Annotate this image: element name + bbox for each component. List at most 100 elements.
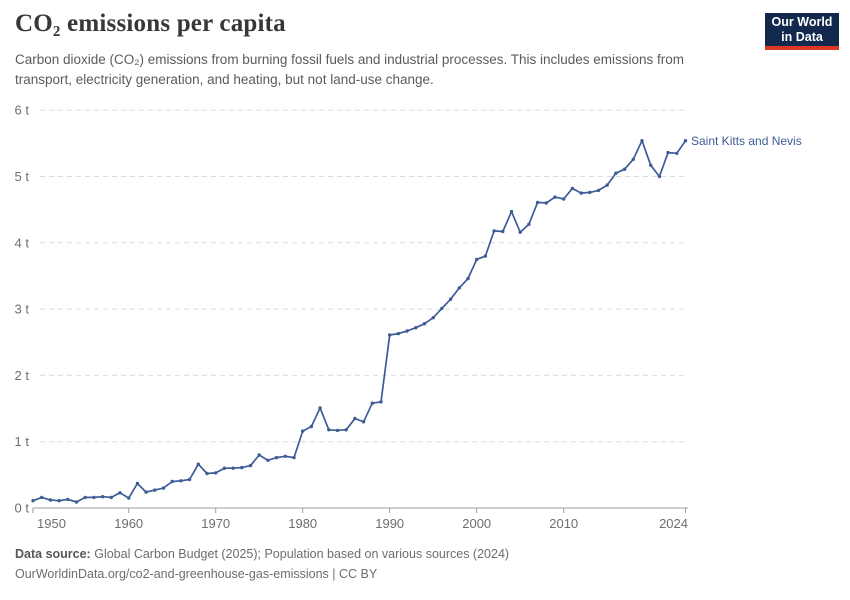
data-point[interactable] bbox=[109, 495, 114, 500]
data-point[interactable] bbox=[127, 496, 131, 500]
y-tick-label: 5 t bbox=[15, 169, 30, 184]
data-points[interactable] bbox=[31, 139, 688, 504]
x-tick-label: 1970 bbox=[201, 516, 230, 531]
x-tick-label: 1950 bbox=[37, 516, 66, 531]
footer-link[interactable]: OurWorldinData.org/co2-and-greenhouse-ga… bbox=[15, 567, 378, 581]
y-tick-label: 1 t bbox=[15, 434, 30, 449]
data-point[interactable] bbox=[240, 465, 244, 470]
data-point[interactable] bbox=[553, 195, 557, 199]
data-line[interactable] bbox=[32, 139, 687, 503]
data-point[interactable] bbox=[675, 151, 679, 155]
data-point[interactable] bbox=[335, 428, 340, 433]
data-point[interactable] bbox=[170, 479, 174, 484]
x-tick-label: 2010 bbox=[549, 516, 578, 531]
emissions-line-chart[interactable]: 0 t1 t2 t3 t4 t5 t6 t 1950 1960 1970 1980 19… bbox=[0, 0, 850, 540]
data-point[interactable] bbox=[483, 254, 488, 258]
owid-logo[interactable]: Our World in Data bbox=[765, 13, 839, 50]
data-point[interactable] bbox=[327, 428, 331, 432]
data-point[interactable] bbox=[344, 428, 348, 432]
data-point[interactable] bbox=[318, 406, 322, 410]
data-point[interactable] bbox=[562, 197, 566, 201]
data-point[interactable] bbox=[570, 186, 575, 191]
data-point[interactable] bbox=[257, 453, 261, 457]
data-source-line: Data source: Global Carbon Budget (2025)… bbox=[15, 544, 509, 564]
data-point[interactable] bbox=[205, 471, 209, 476]
data-point[interactable] bbox=[588, 190, 592, 195]
owid-logo-line2: in Data bbox=[781, 29, 823, 44]
data-point[interactable] bbox=[666, 150, 670, 155]
data-point[interactable] bbox=[596, 188, 601, 193]
data-point[interactable] bbox=[231, 466, 235, 470]
data-point[interactable] bbox=[614, 171, 618, 175]
data-point[interactable] bbox=[274, 455, 279, 460]
data-point[interactable] bbox=[448, 297, 453, 301]
data-point[interactable] bbox=[187, 477, 192, 482]
data-point[interactable] bbox=[379, 400, 383, 404]
data-point[interactable] bbox=[649, 163, 653, 167]
data-point[interactable] bbox=[74, 500, 79, 504]
data-point[interactable] bbox=[83, 495, 87, 500]
data-point[interactable] bbox=[396, 331, 401, 336]
data-point[interactable] bbox=[66, 497, 70, 502]
x-tick-label: 2000 bbox=[462, 516, 491, 531]
data-point[interactable] bbox=[431, 316, 435, 320]
data-point[interactable] bbox=[292, 455, 296, 460]
y-tick-label: 6 t bbox=[15, 103, 30, 118]
data-point[interactable] bbox=[283, 454, 287, 458]
data-point[interactable] bbox=[31, 499, 35, 503]
data-point[interactable] bbox=[266, 458, 270, 462]
data-point[interactable] bbox=[153, 488, 157, 492]
data-point[interactable] bbox=[57, 499, 61, 503]
data-point[interactable] bbox=[422, 322, 427, 326]
data-point[interactable] bbox=[622, 167, 627, 171]
data-point[interactable] bbox=[518, 230, 522, 234]
data-point[interactable] bbox=[466, 276, 470, 281]
data-point[interactable] bbox=[509, 209, 514, 214]
data-point[interactable] bbox=[683, 139, 688, 143]
data-point[interactable] bbox=[118, 491, 122, 495]
data-point[interactable] bbox=[605, 183, 609, 187]
data-point[interactable] bbox=[144, 490, 148, 494]
data-point[interactable] bbox=[179, 479, 183, 483]
data-point[interactable] bbox=[579, 191, 583, 195]
data-point[interactable] bbox=[135, 481, 140, 486]
data-point[interactable] bbox=[353, 416, 357, 421]
data-point[interactable] bbox=[631, 157, 635, 161]
data-point[interactable] bbox=[48, 498, 53, 502]
data-point[interactable] bbox=[248, 463, 253, 468]
x-tick-label: 1960 bbox=[114, 516, 143, 531]
data-point[interactable] bbox=[475, 257, 479, 262]
data-point[interactable] bbox=[301, 429, 305, 433]
data-point[interactable] bbox=[40, 495, 44, 500]
emissions-series-line[interactable] bbox=[32, 139, 687, 503]
data-point[interactable] bbox=[544, 201, 548, 205]
data-point[interactable] bbox=[388, 333, 392, 337]
data-point[interactable] bbox=[161, 486, 166, 490]
data-point[interactable] bbox=[370, 401, 374, 405]
data-point[interactable] bbox=[405, 329, 409, 333]
data-point[interactable] bbox=[492, 229, 496, 233]
data-point[interactable] bbox=[309, 424, 314, 429]
data-source-text: Global Carbon Budget (2025); Population … bbox=[94, 547, 510, 561]
data-point[interactable] bbox=[527, 222, 531, 226]
data-point[interactable] bbox=[457, 286, 461, 290]
data-source-label: Data source: bbox=[15, 547, 91, 561]
data-point[interactable] bbox=[535, 200, 540, 205]
data-point[interactable] bbox=[657, 174, 662, 179]
data-point[interactable] bbox=[100, 495, 105, 499]
data-point[interactable] bbox=[361, 420, 366, 424]
series-label[interactable]: Saint Kitts and Nevis bbox=[691, 134, 802, 148]
data-point[interactable] bbox=[640, 139, 644, 143]
y-tick-label: 0 t bbox=[15, 501, 30, 516]
data-point[interactable] bbox=[196, 462, 200, 466]
x-axis-labels: 1950 1960 1970 1980 1990 2000 2010 2024 bbox=[37, 516, 688, 531]
chart-subtitle: Carbon dioxide (CO₂) emissions from burn… bbox=[15, 52, 685, 87]
data-point[interactable] bbox=[501, 229, 505, 234]
data-point[interactable] bbox=[440, 306, 444, 311]
data-point[interactable] bbox=[222, 466, 227, 470]
data-point[interactable] bbox=[214, 471, 218, 475]
x-tick-label: 1980 bbox=[288, 516, 317, 531]
data-point[interactable] bbox=[92, 495, 96, 500]
data-point[interactable] bbox=[414, 326, 418, 330]
